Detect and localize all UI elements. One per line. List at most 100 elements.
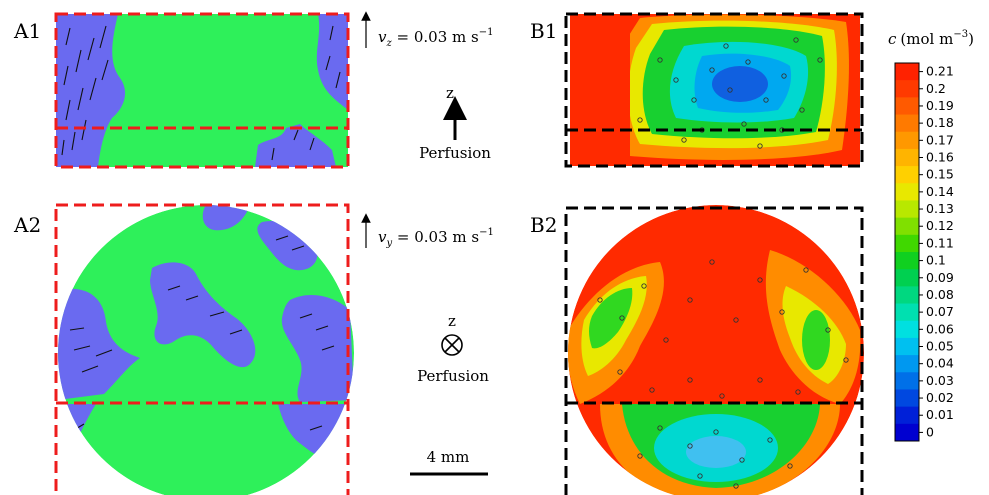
panel-label-a1: A1 <box>13 19 41 43</box>
colorbar-tick-label: 0.1 <box>926 253 946 268</box>
colorbar-swatch <box>895 148 919 167</box>
colorbar-swatch <box>895 303 919 322</box>
velocity-annotation-vy: vy = 0.03 m s−1 <box>361 213 494 249</box>
a2-fluid-top <box>202 205 250 231</box>
colorbar-swatch <box>895 286 919 305</box>
a2-fluid-center <box>150 262 256 368</box>
perfusion-label-top: Perfusion <box>419 144 491 162</box>
colorbar-swatches <box>895 63 919 442</box>
colorbar-tick-label: 0.06 <box>926 321 954 336</box>
z-axis-label-top: z <box>446 84 454 102</box>
vy-value: = 0.03 m s <box>392 228 479 246</box>
panel-label-b2: B2 <box>530 213 557 237</box>
colorbar-tick-label: 0.11 <box>926 235 954 250</box>
panel-a2: A2 <box>13 203 354 495</box>
colorbar-swatch <box>895 320 919 339</box>
colorbar-swatch <box>895 252 919 270</box>
colorbar-title: c (mol m−3) <box>888 29 974 48</box>
b2-contour-green-left <box>589 288 633 349</box>
panel-b2: B2 <box>530 205 864 495</box>
colorbar-swatch <box>895 166 919 184</box>
colorbar-tick-label: 0.14 <box>926 184 954 199</box>
colorbar-tick-label: 0.15 <box>926 167 954 182</box>
a2-velocity-arrows <box>69 235 339 445</box>
vz-exponent: −1 <box>479 27 494 38</box>
colorbar-tick-label: 0.18 <box>926 115 954 130</box>
colorbar-swatch <box>895 183 919 201</box>
colorbar-tick-label: 0.17 <box>926 132 954 147</box>
a1-fluid-right <box>316 14 348 110</box>
colorbar-title-units: (mol m <box>900 30 953 48</box>
colorbar-swatch <box>895 114 919 133</box>
b1-contour-blue-core <box>712 66 768 102</box>
b2-dashed-frame <box>564 206 864 495</box>
colorbar-tick-label: 0.19 <box>926 98 954 113</box>
vz-value: = 0.03 m s <box>392 28 479 46</box>
panel-b1: B1 <box>530 12 864 168</box>
colorbar-outline <box>894 62 920 442</box>
colorbar-title-exponent: −3 <box>953 29 968 40</box>
colorbar-swatch <box>895 217 919 236</box>
colorbar-tick-label: 0.09 <box>926 270 954 285</box>
colorbar-swatch <box>895 97 919 116</box>
a2-fluid-left <box>58 288 140 400</box>
colorbar-tick-label: 0 <box>926 424 934 439</box>
colorbar-swatch <box>895 269 919 287</box>
colorbar-title-symbol: c <box>888 30 897 48</box>
a1-dashed-frame <box>54 12 350 169</box>
vy-symbol: v <box>378 228 387 246</box>
colorbar-tick-label: 0.05 <box>926 339 954 354</box>
scale-bar-label: 4 mm <box>427 448 470 466</box>
colorbar-swatch <box>895 389 919 408</box>
into-page-icon <box>441 334 463 356</box>
velocity-annotation-vz: vz = 0.03 m s−1 <box>361 11 493 49</box>
colorbar-swatch <box>895 63 919 81</box>
vy-subscript: y <box>385 238 392 249</box>
svg-text:vz = 0.03 m s−1: vz = 0.03 m s−1 <box>378 27 493 49</box>
colorbar-swatch <box>895 234 919 253</box>
a1-fluid-bottom-right <box>255 124 336 167</box>
b1-dashed-frame <box>564 12 864 168</box>
colorbar-swatch <box>895 200 919 219</box>
a1-velocity-arrows <box>61 25 341 161</box>
panel-label-a2: A2 <box>13 213 41 237</box>
a2-dashed-frame <box>54 203 350 495</box>
colorbar-tick-label: 0.08 <box>926 287 954 302</box>
svg-text:vy = 0.03 m s−1: vy = 0.03 m s−1 <box>378 227 494 249</box>
a2-fluid-right <box>281 295 354 402</box>
colorbar-swatch <box>895 337 919 356</box>
z-axis-label-bottom: z <box>448 312 456 330</box>
colorbar-tick-label: 0.07 <box>926 304 954 319</box>
panel-label-b1: B1 <box>530 19 557 43</box>
colorbar-tick-label: 0.03 <box>926 373 954 388</box>
colorbar-swatch <box>895 372 919 390</box>
vz-symbol: v <box>378 28 387 46</box>
colorbar-title-close: ) <box>968 30 974 48</box>
panel-a1: A1 <box>13 12 350 169</box>
colorbar-tick-label: 0.12 <box>926 218 954 233</box>
vy-exponent: −1 <box>479 227 494 238</box>
vz-subscript: z <box>385 38 392 49</box>
a1-fluid-left <box>56 14 126 167</box>
colorbar-tick-label: 0.01 <box>926 407 954 422</box>
colorbar-tick-label: 0.13 <box>926 201 954 216</box>
b2-contour-green-right <box>802 310 830 370</box>
a2-scaffold-region <box>58 205 354 495</box>
colorbar-swatch <box>895 355 919 373</box>
colorbar-swatch <box>895 80 919 98</box>
colorbar: c (mol m−3) 0.210.20.190.180.170.160.150.… <box>888 29 974 442</box>
colorbar-swatch <box>895 423 919 442</box>
colorbar-tick-label: 0.04 <box>926 356 954 371</box>
colorbar-tick-label: 0.16 <box>926 150 954 165</box>
b1-cell-markers <box>637 37 823 149</box>
b2-contour-light-blue-bottom <box>686 436 746 468</box>
colorbar-ticks: 0.21 0.2 0.19 0.18 0.17 0.16 0.15 0.14 0.13 0.12 0… <box>919 64 954 439</box>
colorbar-swatch <box>895 406 919 425</box>
colorbar-swatch <box>895 131 919 150</box>
b2-cell-markers <box>597 259 849 489</box>
perfusion-label-bottom: Perfusion <box>417 367 489 385</box>
colorbar-tick-label: 0.2 <box>926 81 946 96</box>
colorbar-tick-label: 0.02 <box>926 390 954 405</box>
colorbar-tick-label: 0.21 <box>926 64 954 79</box>
